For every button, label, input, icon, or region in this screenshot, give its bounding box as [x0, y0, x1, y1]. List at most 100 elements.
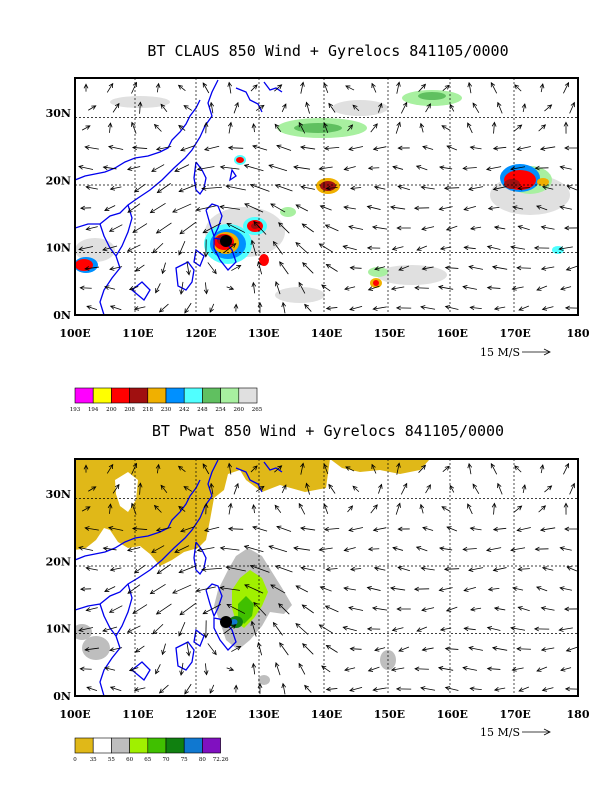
wind-vector-head [179, 670, 184, 676]
wind-vector-head [348, 527, 354, 532]
wind-vector-head [178, 505, 184, 511]
wind-vector-head [462, 285, 468, 290]
wind-vector-head [402, 482, 408, 488]
wind-vector-head [390, 586, 396, 591]
wind-vector-head [564, 145, 570, 151]
wind-vector [347, 124, 353, 132]
wind-vector [196, 205, 216, 211]
wind-vector-head [228, 666, 235, 672]
wind-vector-head [438, 587, 444, 592]
wind-vector [540, 464, 544, 474]
wind-vector [132, 604, 148, 614]
wind-vector-head [84, 145, 90, 150]
wind-vector-head [301, 604, 307, 610]
map-frame [74, 458, 579, 697]
wind-vector-head [350, 566, 356, 572]
wind-vector-head [516, 146, 522, 151]
wind-vector [344, 667, 356, 671]
wind-vector [438, 667, 454, 671]
wind-vector [268, 545, 288, 553]
wind-vector-head [372, 527, 379, 532]
wind-vector-head [516, 527, 522, 532]
wind-vector [542, 567, 554, 571]
colorbar-swatch [238, 387, 258, 404]
colorbar-swatch [74, 737, 94, 754]
wind-vector [416, 165, 428, 171]
wind-vector-head [131, 502, 136, 508]
wind-vector-head [470, 606, 476, 612]
wind-vector-head [564, 225, 570, 231]
wind-vector-head [177, 84, 184, 90]
wind-vector-head [323, 463, 328, 469]
wind-vector-head [86, 305, 92, 310]
wind-vector [295, 242, 309, 254]
wind-vector [109, 605, 123, 613]
wind-vector-head [274, 504, 280, 510]
wind-vector-head [212, 269, 217, 275]
wind-vector [469, 266, 483, 270]
wind-vector [319, 624, 333, 634]
wind-vector-head [234, 101, 239, 108]
wind-vector-head [323, 145, 330, 151]
wind-vector-head [540, 266, 547, 271]
wind-vector-head [149, 208, 155, 214]
wind-vector-head [439, 245, 446, 251]
wind-vector [275, 184, 293, 192]
wind-vector [252, 282, 256, 294]
wind-vector [396, 82, 400, 94]
wind-vector-head [196, 547, 202, 553]
wind-vector-head [420, 686, 426, 691]
wind-vector-head [85, 185, 91, 190]
wind-vector [150, 583, 166, 595]
wind-vector [416, 626, 428, 632]
wind-vector [374, 266, 386, 270]
wind-vector-head [413, 205, 420, 211]
wind-vector-head [270, 203, 276, 208]
wind-vector [350, 267, 362, 269]
wind-vector [155, 283, 161, 293]
wind-vector [416, 546, 428, 552]
wind-vector-head [281, 682, 287, 689]
wind-vector [251, 240, 257, 256]
wind-vector-head [426, 103, 431, 109]
wind-vector-head [107, 144, 114, 150]
wind-vector-head [102, 546, 108, 551]
wind-vector-head [390, 205, 396, 210]
wind-vector-head [179, 229, 185, 235]
wind-vector [349, 305, 363, 311]
wind-vector-head [470, 225, 476, 231]
wind-vector-head [132, 228, 138, 233]
wind-vector-head [128, 667, 135, 672]
wind-vector-head [85, 125, 91, 130]
wind-vector [446, 526, 458, 532]
wind-vector-head [414, 666, 420, 672]
wind-vector-head [395, 686, 402, 692]
wind-vectors [78, 81, 578, 314]
wind-vector-head [420, 566, 426, 571]
wind-vector-head [203, 527, 210, 533]
wind-vector [441, 125, 451, 131]
wind-vector-head [396, 81, 401, 87]
wind-vector-head [155, 463, 161, 470]
wind-vector-head [84, 647, 90, 652]
wind-vector [560, 286, 572, 290]
wind-vector [518, 568, 530, 570]
wind-vector-head [153, 504, 159, 510]
wind-vector-head [276, 525, 282, 531]
wind-vector-head [155, 669, 160, 675]
wind-vector [302, 223, 314, 233]
y-tick-label: 10N [46, 242, 71, 255]
wind-vector [103, 166, 117, 170]
wind-vector-head [84, 266, 90, 271]
wind-vector-head [490, 81, 496, 88]
wind-vector [397, 185, 411, 191]
wind-vector-head [350, 185, 356, 191]
wind-vector-head [345, 85, 351, 90]
wind-vector-head [274, 280, 280, 287]
wind-vector [494, 226, 506, 230]
wind-vector [209, 684, 215, 694]
wind-vector-head [540, 225, 546, 230]
wind-vector [544, 104, 552, 112]
wind-vector-head [367, 546, 374, 552]
wind-vector [569, 102, 575, 114]
